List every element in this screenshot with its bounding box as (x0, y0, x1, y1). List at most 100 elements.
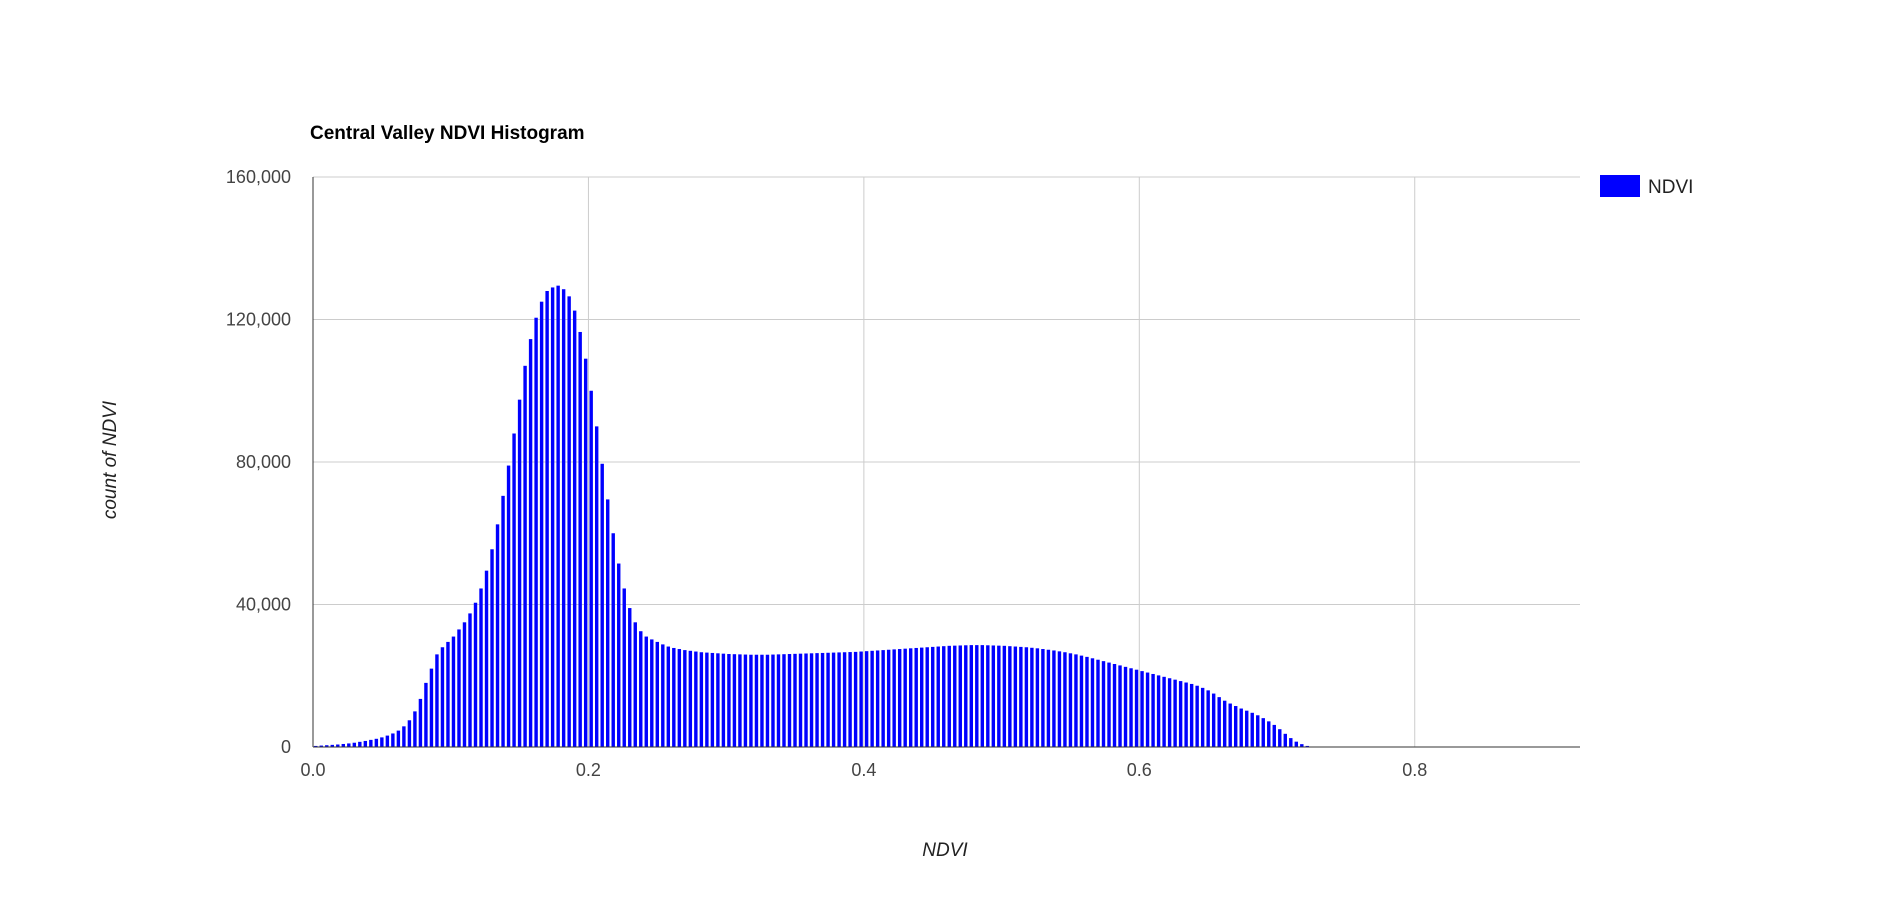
histogram-bar (947, 645, 951, 747)
histogram-bar (749, 654, 753, 747)
histogram-bar (606, 499, 610, 747)
histogram-bar (1162, 676, 1166, 747)
histogram-bar (374, 738, 379, 747)
histogram-bar (347, 743, 351, 747)
histogram-bar (1096, 659, 1100, 747)
histogram-bar (787, 654, 792, 747)
histogram-bar (639, 631, 643, 747)
histogram-bar (628, 608, 632, 747)
histogram-bar (804, 653, 808, 747)
histogram-bar (1167, 678, 1172, 747)
histogram-bar (815, 653, 819, 747)
histogram-bar (1145, 672, 1150, 747)
histogram-bar (473, 602, 478, 747)
histogram-bar (920, 647, 924, 747)
histogram-bar (396, 730, 401, 747)
histogram-bar (512, 433, 516, 747)
histogram-bar (672, 647, 676, 747)
histogram-bar (534, 317, 538, 747)
histogram-bar (369, 739, 373, 747)
histogram-bar (1041, 649, 1045, 747)
histogram-bar (931, 646, 935, 747)
histogram-bar (1250, 712, 1254, 747)
histogram-bar (501, 495, 505, 747)
histogram-bar (1112, 663, 1117, 747)
histogram-bar (892, 649, 896, 747)
histogram-bar (793, 653, 797, 747)
histogram-bar (997, 645, 1001, 747)
histogram-bar (506, 465, 511, 747)
histogram-bar (870, 650, 874, 747)
histogram-bar (440, 647, 445, 747)
histogram-bar (336, 744, 340, 747)
histogram-bar (953, 645, 957, 747)
histogram-bar (517, 399, 522, 747)
histogram-bar (1217, 697, 1221, 747)
histogram-bar (1118, 665, 1122, 747)
histogram-bar (479, 588, 483, 747)
histogram-bar (842, 652, 847, 747)
histogram-bar (633, 622, 637, 747)
histogram-bar (853, 651, 858, 747)
histogram-bar (1008, 646, 1012, 747)
histogram-bar (1101, 661, 1106, 747)
histogram-bar (550, 287, 555, 747)
histogram-bar (451, 636, 456, 747)
histogram-bar (782, 654, 786, 747)
histogram-bar (545, 291, 549, 747)
histogram-bar (589, 390, 593, 747)
x-tick-label: 0.0 (300, 760, 325, 780)
histogram-bar (1239, 708, 1243, 747)
histogram-bar (903, 648, 907, 747)
histogram-bar (683, 650, 687, 747)
histogram-bar (694, 651, 698, 747)
histogram-bar (1052, 650, 1056, 747)
histogram-bar (1068, 653, 1073, 747)
histogram-bar (1134, 669, 1139, 747)
histogram-bar (1272, 724, 1276, 747)
histogram-bar (1002, 645, 1007, 747)
histogram-bar (859, 651, 863, 747)
histogram-bar (468, 613, 472, 747)
histogram-bar (1245, 710, 1249, 747)
legend-label: NDVI (1648, 177, 1693, 198)
histogram-bar (991, 645, 996, 747)
histogram-bar (848, 652, 852, 747)
histogram-bar (677, 649, 682, 747)
x-tick-label: 0.4 (851, 760, 876, 780)
histogram-bar (1261, 718, 1265, 747)
histogram-bar (330, 744, 334, 747)
y-axis-title: count of NDVI (100, 400, 121, 519)
histogram-bar (1030, 647, 1034, 747)
y-tick-label: 80,000 (236, 452, 291, 472)
histogram-bar (776, 654, 781, 747)
histogram-bar (594, 426, 599, 747)
histogram-bar (1278, 729, 1282, 747)
legend: NDVI (1600, 175, 1693, 198)
histogram-bar (705, 652, 709, 747)
histogram-bar (964, 645, 968, 747)
histogram-bar (1222, 700, 1227, 747)
histogram-bar (897, 649, 902, 747)
histogram-bar (391, 733, 395, 747)
bars (314, 285, 1315, 747)
x-tick-label: 0.8 (1402, 760, 1427, 780)
histogram-bar (1305, 745, 1310, 747)
histogram-bar (380, 737, 384, 747)
histogram-bar (583, 358, 588, 747)
legend-swatch (1600, 175, 1640, 197)
histogram-bar (925, 647, 929, 747)
histogram-bar (1129, 668, 1133, 747)
chart-title: Central Valley NDVI Histogram (310, 123, 585, 144)
histogram-bar (402, 726, 406, 747)
histogram-bar (760, 654, 764, 747)
histogram-bar (429, 668, 434, 747)
histogram-bar (528, 339, 533, 747)
histogram-bar (446, 641, 450, 747)
histogram-bar (1300, 744, 1304, 747)
y-tick-label: 40,000 (236, 595, 291, 615)
histogram-bar (738, 654, 742, 747)
histogram-bar (837, 652, 841, 747)
y-tick-label: 0 (281, 737, 291, 757)
